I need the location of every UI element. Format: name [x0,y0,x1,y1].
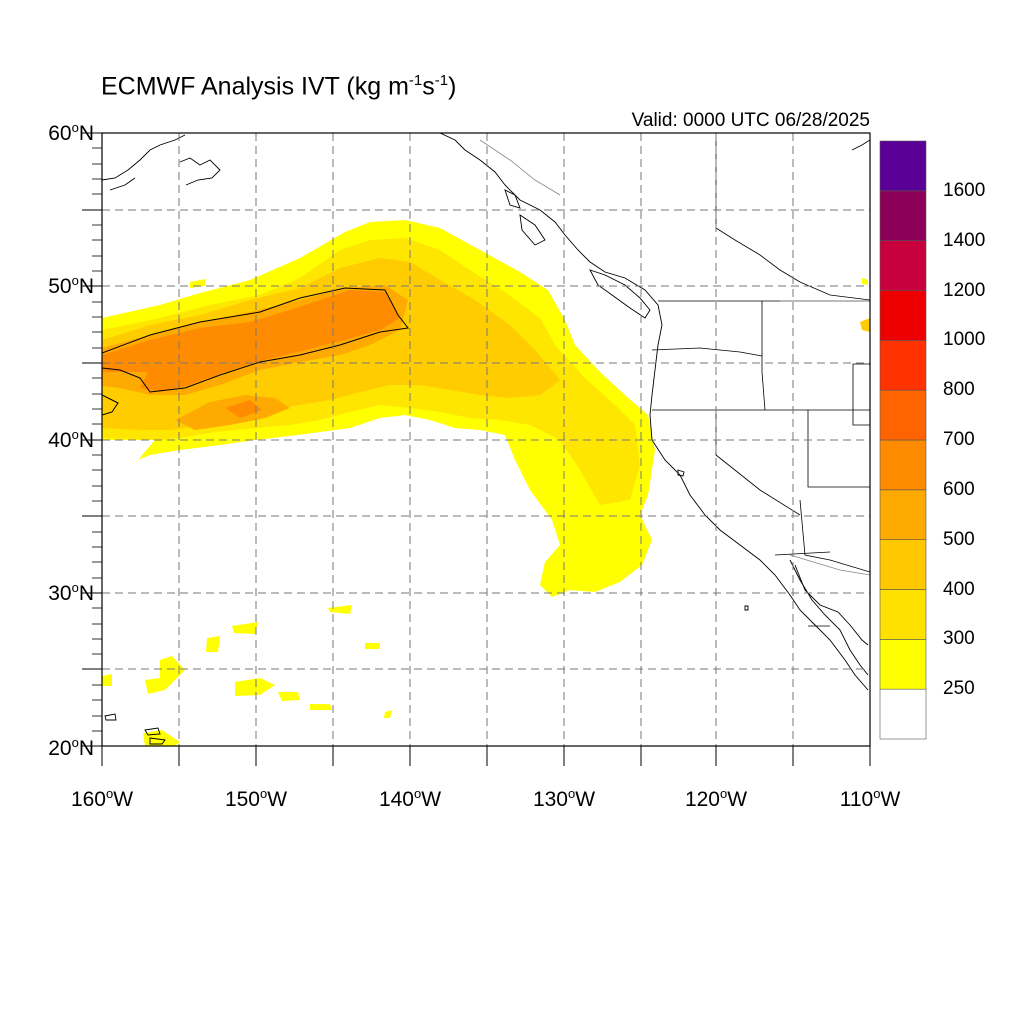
colorbar-label: 250 [943,678,975,700]
axis-ticks [82,132,871,766]
lon-label-140w: 140oW [378,786,442,811]
ivt-patch-9 [102,674,112,686]
colorbar-label: 600 [943,478,975,500]
colorbar-label: 1000 [943,329,986,351]
lat-label-20n: 20oN [48,735,94,760]
colorbar-label: 500 [943,528,975,550]
bc-coast [439,133,869,691]
colorbar-box [879,140,927,192]
ivt-patch-7 [278,692,300,701]
borders-gray [479,139,870,576]
colorbar-box [879,389,927,441]
vancouver-island [589,269,651,319]
colorbar-box [879,190,927,241]
ivt-patch-1 [328,605,352,614]
lat-label-40n: 40oN [48,427,94,452]
ivt-patch-8 [310,704,332,710]
lon-label-110w: 110oW [839,786,901,811]
ivt-patch-6 [235,678,275,696]
colorbar-box [879,240,927,291]
ivt-patch-3 [206,636,220,652]
colorbar-label: 800 [943,379,975,401]
ivt-patch-4 [365,643,380,649]
borders [651,133,870,627]
colorbar-box [879,539,927,590]
colorbar-box [879,688,927,740]
colorbar-box [879,340,927,391]
colorbar [879,140,927,740]
colorbar-label: 1200 [943,279,986,301]
ivt-patch-11 [143,730,180,746]
alaska-coast [102,134,186,181]
colorbar-box [879,290,927,341]
ivt-patch-13 [860,318,870,332]
lat-label-50n: 50oN [48,273,94,298]
valid-time: Valid: 0000 UTC 06/28/2025 [631,110,870,131]
ivt-250-small-1 [190,279,205,288]
colorbar-box [879,489,927,540]
graticule [102,133,870,746]
ivt-field [102,220,870,746]
coastlines [102,133,870,745]
hudson-coast [851,139,870,151]
lon-label-150w: 150oW [224,786,288,811]
colorbar-label: 300 [943,628,975,650]
colorbar-label: 1600 [943,179,986,201]
lon-label-120w: 120oW [684,786,748,811]
colorbar-box [879,439,927,491]
lat-label-60n: 60oN [48,120,94,145]
ivt-600-south [225,400,262,418]
minor-ticks [92,147,102,732]
colorbar-label: 1400 [943,229,986,251]
ivt-600-core [102,290,400,392]
ivt-patch-12 [862,278,868,285]
ivt-patch-5 [145,656,185,694]
colorbar-box [879,589,927,640]
ivt-contour-600 [102,287,409,416]
colorbar-label: 400 [943,578,975,600]
colorbar-box [879,639,927,690]
ivt-patch-2 [232,622,258,634]
lat-label-30n: 30oN [48,580,94,605]
colorbar-label: 700 [943,429,975,450]
lon-label-130w: 130oW [532,786,596,811]
lon-label-160w: 160oW [70,786,134,811]
ivt-patch-10 [384,710,392,718]
baja-coast [789,559,869,676]
map-title: ECMWF Analysis IVT (kg m-1s-1) [101,72,457,101]
